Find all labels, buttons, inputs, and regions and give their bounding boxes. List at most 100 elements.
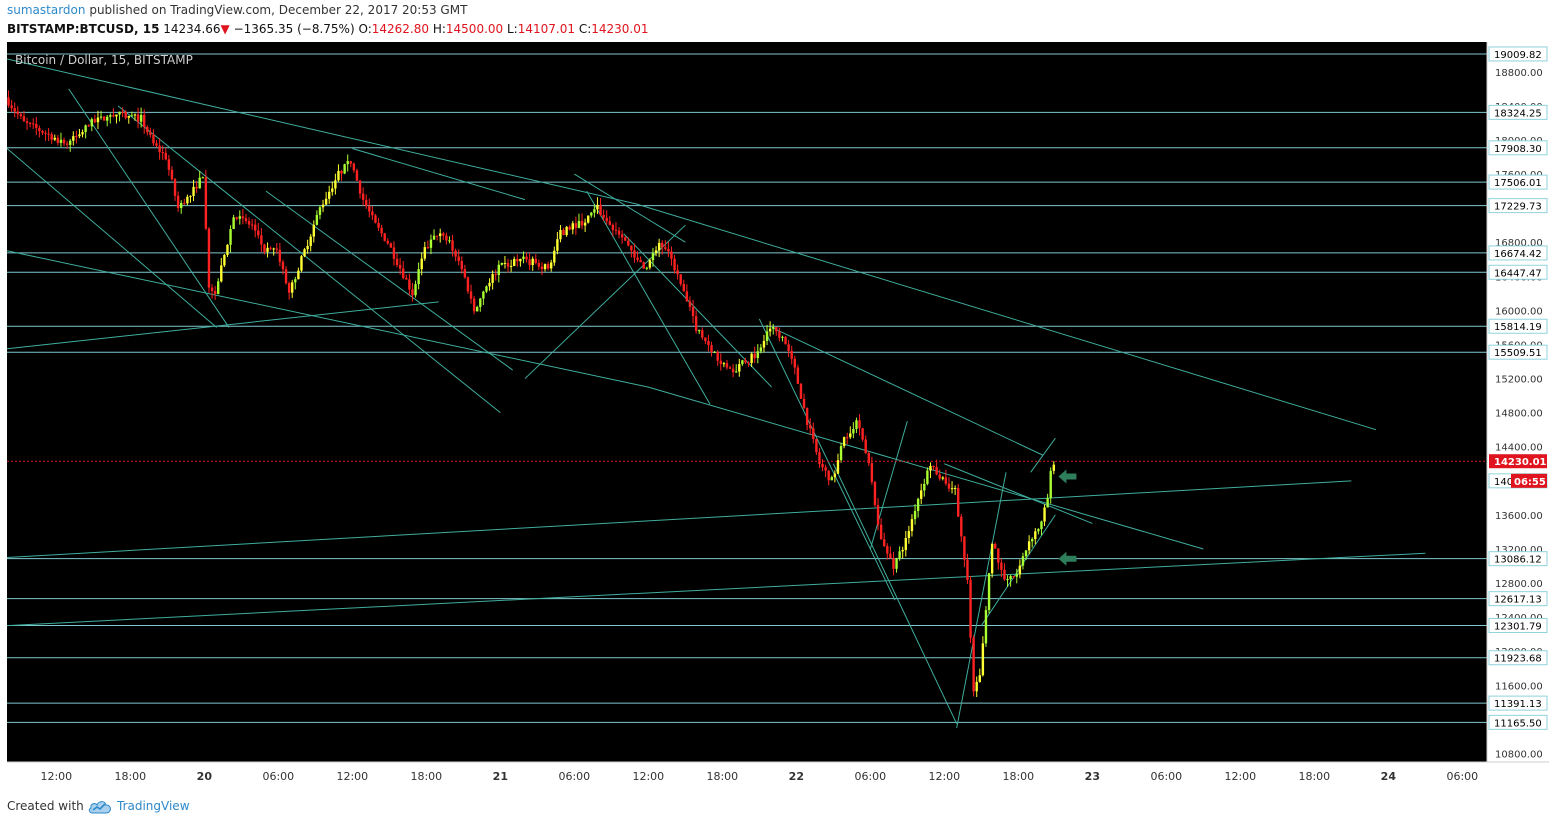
candle-body bbox=[901, 549, 904, 552]
candle-body bbox=[929, 465, 932, 471]
level-label: 15814.19 bbox=[1494, 322, 1542, 333]
candle-body bbox=[1006, 579, 1009, 581]
candle-body bbox=[223, 254, 226, 266]
price-axis bbox=[1487, 42, 1549, 790]
candle-body bbox=[312, 224, 315, 237]
candle-body bbox=[947, 483, 951, 489]
candle-body bbox=[923, 483, 926, 491]
level-label-box bbox=[1488, 618, 1548, 634]
candle-body bbox=[494, 274, 497, 276]
candle-body bbox=[281, 261, 285, 270]
open-value: 14262.80 bbox=[371, 22, 429, 36]
candle-body bbox=[728, 367, 732, 369]
candle-body bbox=[53, 137, 56, 140]
tradingview-link[interactable]: TradingView bbox=[117, 799, 190, 813]
candle-body bbox=[636, 257, 639, 261]
candle-body bbox=[423, 247, 426, 259]
candle-body bbox=[346, 161, 349, 165]
candle-body bbox=[824, 467, 827, 471]
candle-body bbox=[321, 204, 325, 208]
candle-body bbox=[1021, 556, 1025, 566]
level-label-box bbox=[1488, 344, 1548, 360]
price-change: −1365.35 (−8.75%) bbox=[233, 22, 355, 36]
candle-body bbox=[432, 235, 436, 240]
candle-body bbox=[167, 159, 171, 170]
level-label-box bbox=[1488, 104, 1548, 120]
candle-body bbox=[907, 531, 911, 539]
candle-body bbox=[1049, 470, 1052, 499]
candle-body bbox=[217, 281, 220, 294]
author-link[interactable]: sumastardon bbox=[7, 3, 86, 17]
candle-body bbox=[645, 267, 648, 269]
candle-body bbox=[297, 270, 300, 280]
candle-body bbox=[935, 467, 938, 475]
candle-body bbox=[883, 539, 886, 547]
candle-body bbox=[112, 115, 115, 117]
candle-body bbox=[355, 170, 359, 181]
candle-body bbox=[485, 286, 488, 292]
level-label-box bbox=[1488, 245, 1548, 261]
candle-body bbox=[158, 145, 161, 153]
level-label: 12301.79 bbox=[1494, 622, 1542, 633]
candle-body bbox=[19, 114, 23, 117]
price-chart[interactable]: 18800.0018400.0018000.0017600.0017200.00… bbox=[6, 42, 1549, 790]
candle-body bbox=[1027, 541, 1031, 551]
candle-body bbox=[682, 283, 685, 292]
x-tick-label: 18:00 bbox=[1002, 770, 1034, 783]
candle-body bbox=[207, 228, 211, 288]
level-label-box bbox=[1488, 264, 1548, 280]
candle-body bbox=[895, 558, 898, 569]
candle-body bbox=[1012, 576, 1015, 578]
candle-body bbox=[735, 371, 738, 373]
level-label: 19009.82 bbox=[1494, 50, 1542, 61]
candle-body bbox=[96, 117, 100, 123]
candle-body bbox=[284, 269, 288, 284]
candle-body bbox=[226, 244, 229, 255]
candle-body bbox=[398, 264, 402, 269]
candle-body bbox=[670, 251, 673, 259]
candle-body bbox=[704, 337, 707, 342]
candle-body bbox=[500, 262, 504, 265]
candle-body bbox=[146, 127, 149, 133]
candle-body bbox=[1040, 521, 1043, 530]
candle-body bbox=[679, 274, 682, 284]
candle-body bbox=[944, 477, 948, 484]
candle-body bbox=[448, 240, 451, 242]
candle-body bbox=[451, 240, 454, 251]
x-tick-label: 21 bbox=[493, 770, 508, 783]
candle-body bbox=[910, 519, 914, 532]
x-tick-label: 06:00 bbox=[262, 770, 294, 783]
tradingview-cloud-icon[interactable] bbox=[88, 798, 112, 814]
candle-body bbox=[463, 269, 467, 278]
candle-body bbox=[386, 240, 389, 244]
candle-body bbox=[787, 344, 790, 351]
candle-body bbox=[16, 111, 19, 115]
candle-body bbox=[460, 261, 463, 270]
candle-body bbox=[876, 505, 880, 525]
candle-body bbox=[698, 330, 701, 332]
candle-body bbox=[516, 259, 519, 262]
candle-body bbox=[633, 250, 636, 258]
candle-body bbox=[642, 262, 645, 269]
candle-body bbox=[457, 256, 460, 262]
level-label-box bbox=[1488, 46, 1548, 62]
chart-title: Bitcoin / Dollar, 15, BITSTAMP bbox=[15, 53, 193, 67]
close-value: 14230.01 bbox=[591, 22, 649, 36]
open-label: O: bbox=[358, 22, 372, 36]
candle-body bbox=[694, 316, 698, 331]
candle-body bbox=[904, 538, 907, 550]
candle-body bbox=[506, 262, 510, 267]
candle-body bbox=[395, 258, 399, 265]
chart-area[interactable]: 18800.0018400.0018000.0017600.0017200.00… bbox=[6, 42, 1549, 790]
trend-line bbox=[6, 480, 1352, 559]
candle-body bbox=[654, 250, 658, 254]
candle-body bbox=[531, 258, 534, 266]
candle-body bbox=[405, 277, 408, 280]
candle-body bbox=[204, 177, 208, 229]
candle-body bbox=[960, 516, 963, 537]
candle-body bbox=[1015, 574, 1018, 577]
candle-body bbox=[513, 259, 516, 266]
candle-body bbox=[886, 546, 889, 554]
candle-body bbox=[472, 298, 476, 312]
candle-body bbox=[408, 279, 411, 290]
